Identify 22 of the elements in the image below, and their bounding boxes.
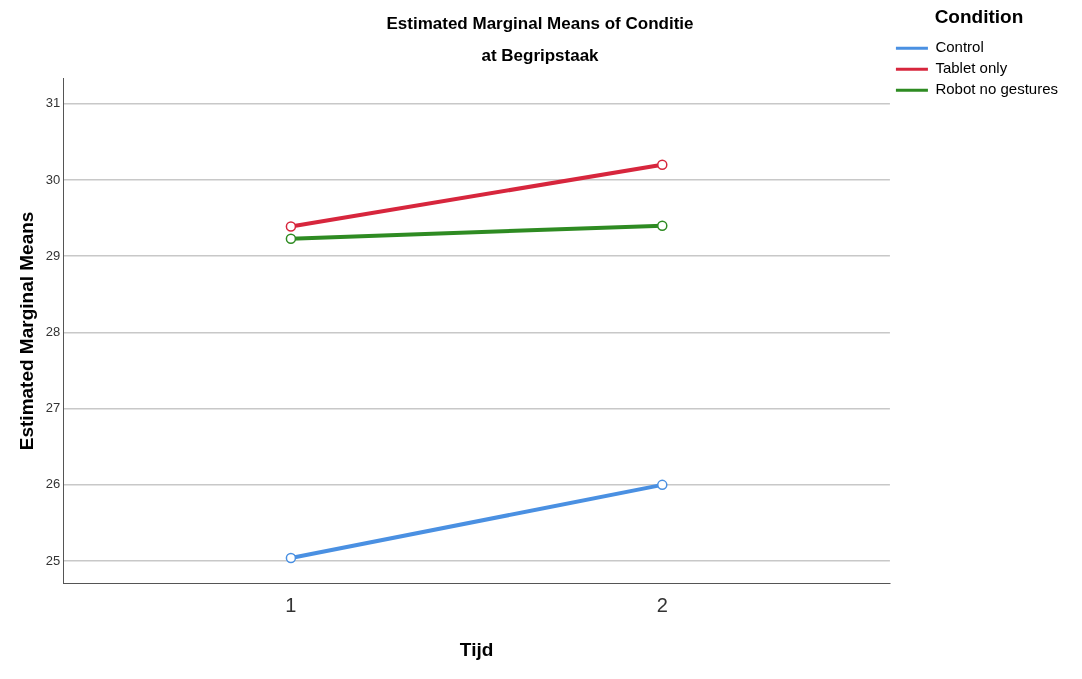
y-tick-label: 28 bbox=[45, 324, 61, 339]
y-axis-title: Estimated Marginal Means bbox=[15, 211, 37, 451]
y-tick-label: 25 bbox=[45, 552, 61, 568]
y-tick-label: 30 bbox=[45, 171, 61, 187]
x-tick-label: 1 bbox=[285, 593, 297, 616]
y-tick-label: 29 bbox=[45, 247, 61, 263]
legend-label: Tablet only bbox=[935, 59, 1008, 77]
y-tick-label: 26 bbox=[45, 476, 61, 492]
x-tick-label: 2 bbox=[656, 593, 668, 616]
point bbox=[285, 552, 297, 564]
point bbox=[285, 221, 297, 232]
point bbox=[657, 159, 668, 170]
legend-label: Control bbox=[935, 38, 984, 56]
point bbox=[657, 220, 668, 231]
chart-title: Estimated Marginal Means of Conditie at Begripstaak bbox=[386, 13, 694, 66]
legend-label: Robot no gestures bbox=[935, 80, 1058, 98]
legend-title: Condition bbox=[934, 5, 1024, 27]
point bbox=[657, 479, 668, 491]
point bbox=[285, 233, 297, 244]
x-axis-title: Tijd bbox=[459, 638, 494, 660]
y-tick-label: 31 bbox=[45, 95, 61, 111]
y-tick-label: 27 bbox=[45, 400, 61, 416]
